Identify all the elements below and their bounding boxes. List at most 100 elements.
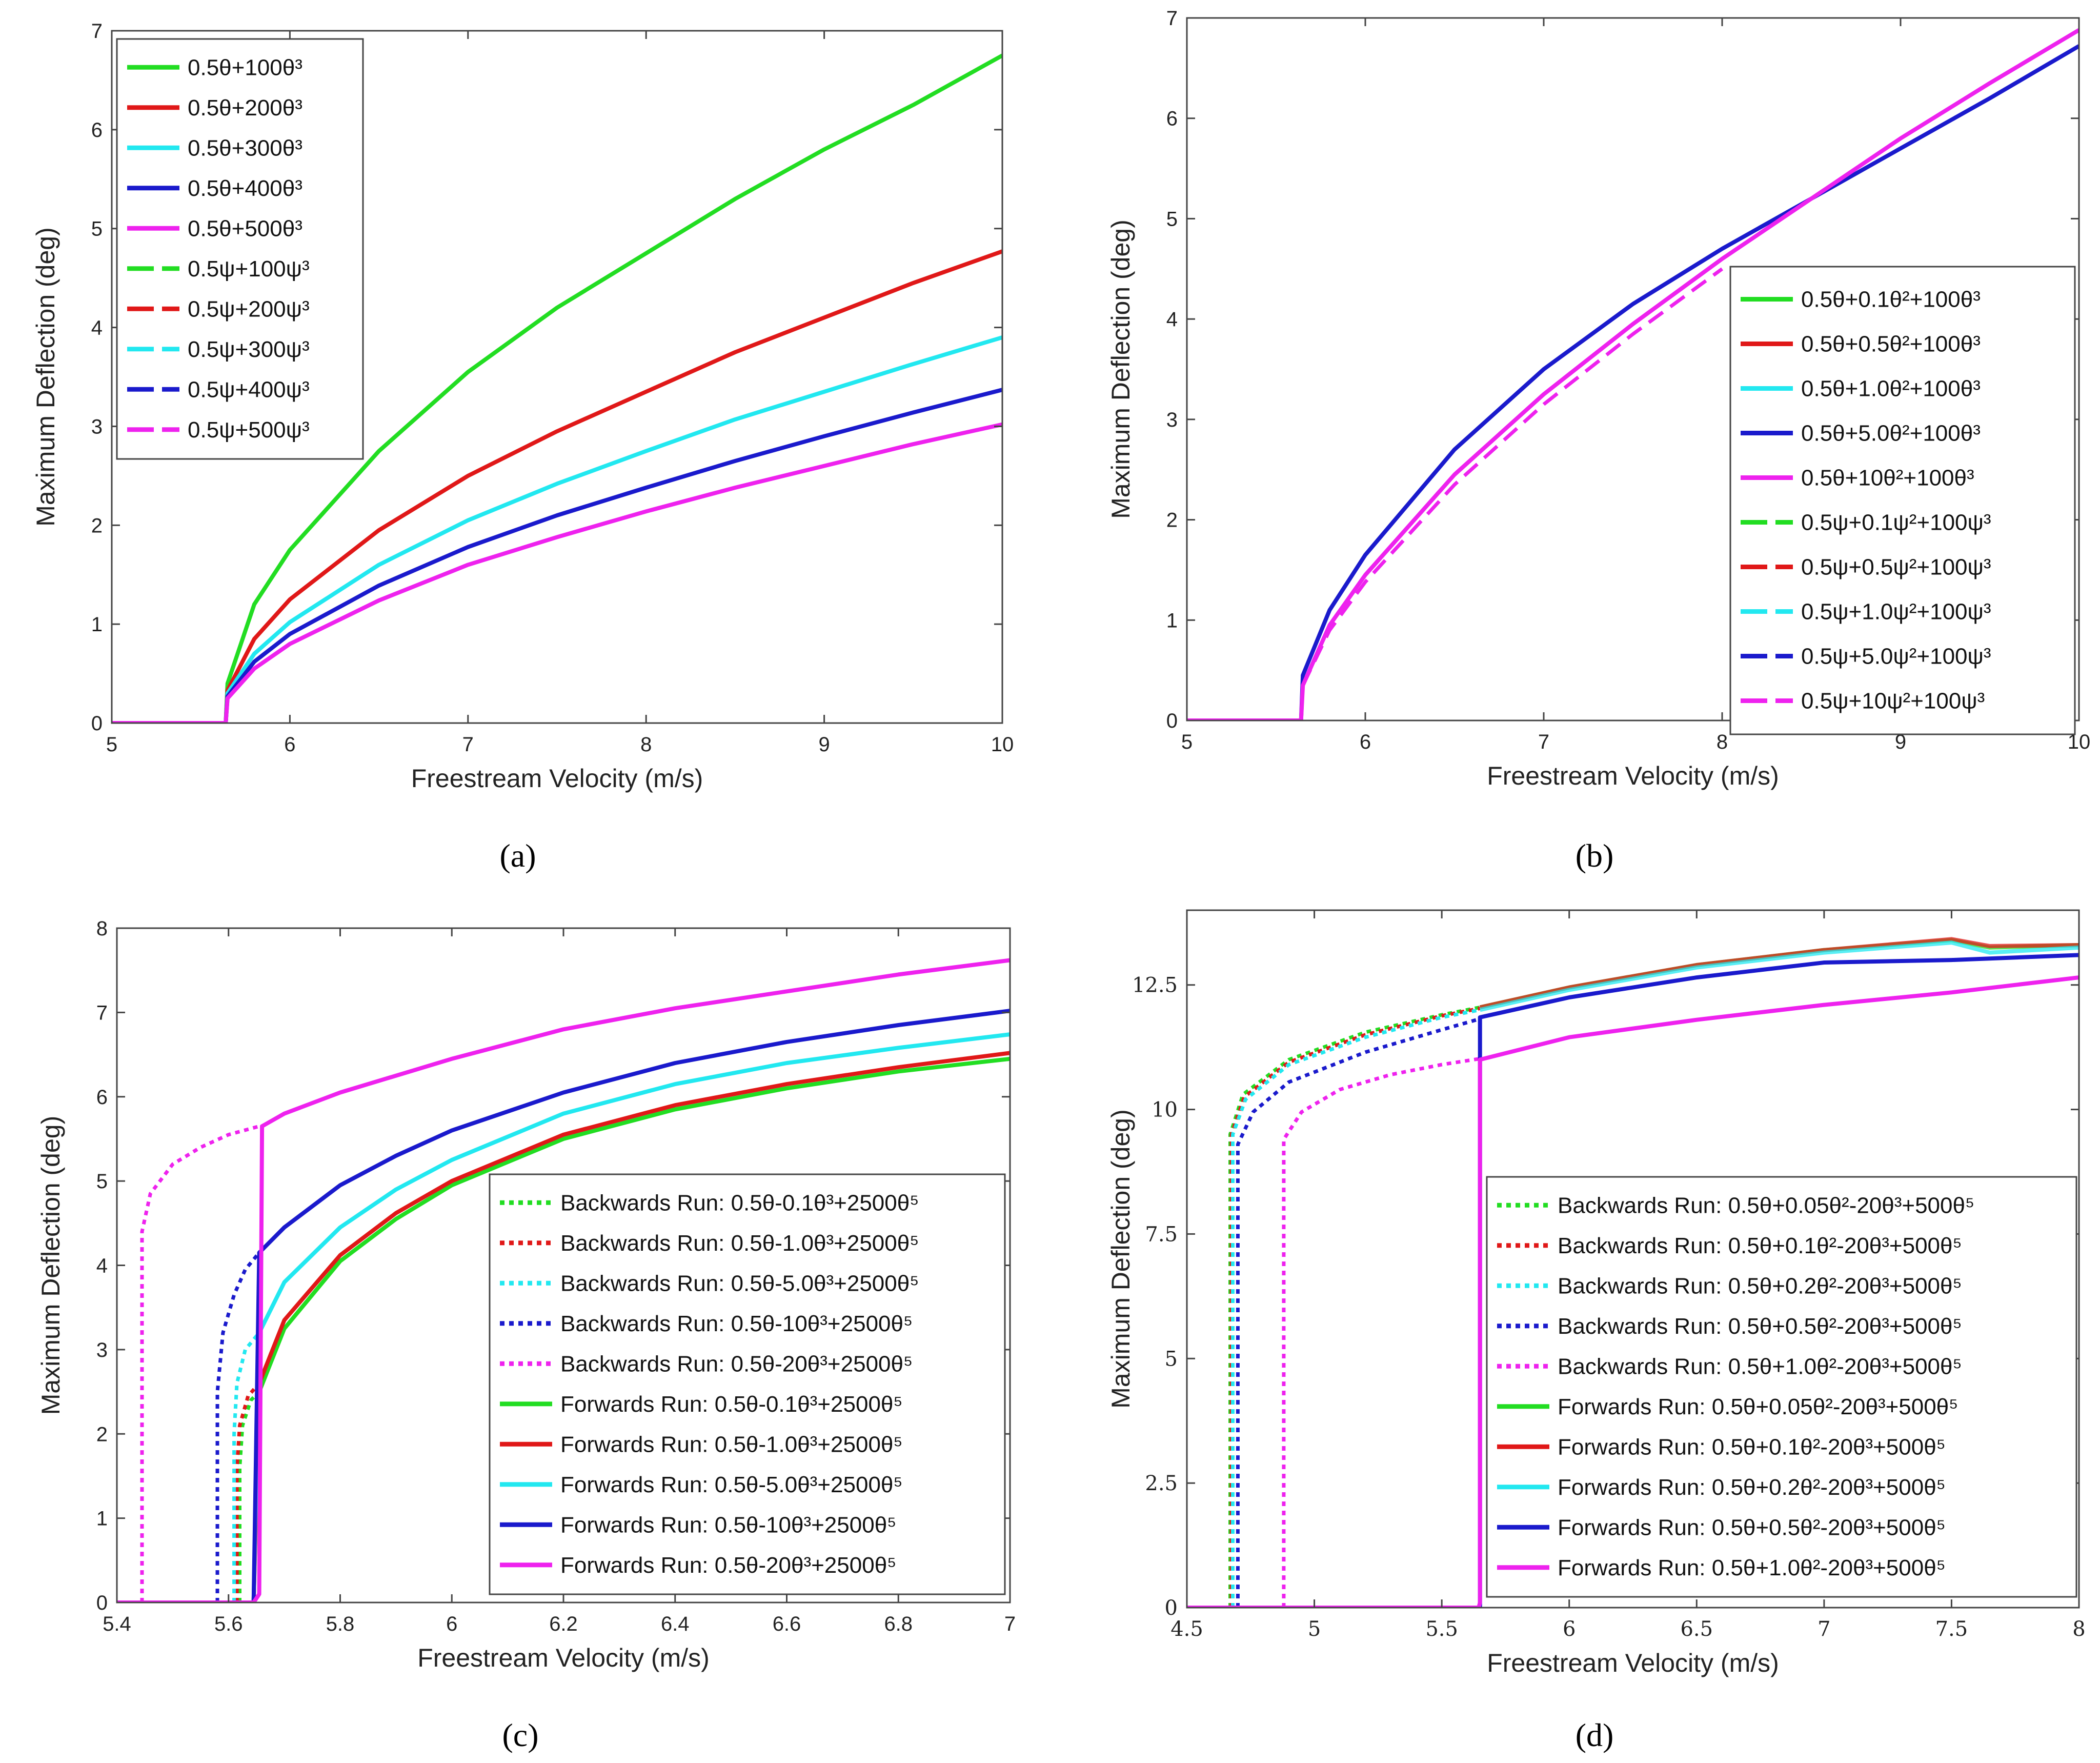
legend-entry-label: 0.5θ+100θ³ — [188, 55, 302, 80]
legend-entry-label: Backwards Run: 0.5θ-10θ³+2500θ⁵ — [560, 1311, 913, 1336]
y-tick-label: 0 — [96, 1592, 108, 1614]
panel-label: (a) — [499, 837, 536, 874]
y-tick-label: 3 — [1166, 409, 1178, 431]
y-tick-label: 5 — [1165, 1347, 1178, 1371]
x-tick-label: 7 — [462, 733, 474, 756]
series-line-5 — [112, 422, 1002, 723]
legend-entry-label: Forwards Run: 0.5θ+0.05θ²-20θ³+500θ⁵ — [1558, 1394, 1958, 1419]
panel-label: (b) — [1576, 837, 1614, 874]
legend-entry-label: 0.5θ+200θ³ — [188, 95, 302, 121]
legend-entry-label: Forwards Run: 0.5θ-0.1θ³+2500θ⁵ — [560, 1392, 903, 1417]
legend-entry-label: 0.5ψ+200ψ³ — [188, 296, 310, 322]
legend: Backwards Run: 0.5θ+0.05θ²-20θ³+500θ⁵ Bac… — [1486, 1176, 2077, 1598]
y-tick-label: 5 — [1166, 208, 1178, 230]
x-tick-label: 8 — [1717, 731, 1728, 753]
x-tick-label: 4.5 — [1170, 1617, 1203, 1641]
legend-entry-label: Backwards Run: 0.5θ-0.1θ³+2500θ⁵ — [560, 1190, 919, 1215]
y-tick-label: 1 — [1166, 609, 1178, 632]
y-tick-label: 4 — [91, 317, 103, 339]
y-tick-label: 2 — [91, 514, 103, 537]
legend-entry-label: 0.5ψ+300ψ³ — [188, 337, 310, 362]
x-tick-label: 5 — [106, 733, 117, 756]
series-line-5 — [140, 1124, 260, 1602]
legend: Backwards Run: 0.5θ-0.1θ³+2500θ⁵ Backward… — [489, 1173, 1006, 1595]
x-tick-label: 6.6 — [773, 1613, 801, 1635]
legend-entry-label: 0.5θ+10θ²+100θ³ — [1801, 466, 1974, 491]
y-tick-label: 3 — [96, 1339, 108, 1361]
legend-entry-label: Forwards Run: 0.5θ+0.1θ²-20θ³+500θ⁵ — [1558, 1434, 1946, 1459]
legend-entry-label: Backwards Run: 0.5θ+0.05θ²-20θ³+500θ⁵ — [1558, 1193, 1974, 1218]
y-tick-label: 10 — [1152, 1098, 1178, 1122]
x-tick-label: 7.5 — [1935, 1617, 1968, 1641]
series-line-9 — [1478, 953, 2079, 1608]
legend-entry-label: Forwards Run: 0.5θ-20θ³+2500θ⁵ — [560, 1553, 896, 1578]
legend-entry-label: Forwards Run: 0.5θ+1.0θ²-20θ³+500θ⁵ — [1558, 1555, 1946, 1580]
x-tick-label: 5.8 — [326, 1613, 355, 1635]
x-tick-label: 6.2 — [549, 1613, 578, 1635]
legend-entry-label: 0.5ψ+10ψ²+100ψ³ — [1801, 689, 1985, 714]
legend-entry-label: 0.5ψ+0.1ψ²+100ψ³ — [1801, 510, 1991, 535]
series-line-4 — [1236, 1017, 1481, 1608]
series-line-9 — [117, 1009, 1010, 1602]
legend-entry-label: 0.5ψ+500ψ³ — [188, 417, 310, 443]
y-tick-label: 7 — [1166, 7, 1178, 30]
y-tick-label: 7.5 — [1145, 1223, 1178, 1246]
y-tick-label: 12.5 — [1132, 974, 1178, 997]
series-line-3 — [232, 1331, 261, 1602]
legend-entry-label: Forwards Run: 0.5θ-1.0θ³+2500θ⁵ — [560, 1432, 903, 1457]
legend-box — [489, 1173, 1006, 1595]
x-tick-label: 7 — [1004, 1613, 1016, 1635]
x-tick-label: 6.8 — [884, 1613, 913, 1635]
y-tick-label: 0 — [91, 712, 103, 735]
x-tick-label: 8 — [2072, 1617, 2085, 1641]
axes-frame — [1186, 909, 2080, 1609]
legend: 0.5θ+100θ³ 0.5θ+200θ³ 0.5θ+300θ³ 0.5θ+400θ³… — [116, 38, 364, 460]
x-tick-label: 5 — [1308, 1617, 1321, 1641]
series-group — [1187, 937, 2079, 1608]
y-axis-label: Maximum Deflection (deg) — [1106, 1109, 1135, 1409]
legend-entry-label: 0.5ψ+400ψ³ — [188, 377, 310, 402]
series-line-1 — [238, 1390, 261, 1602]
x-axis-label: Freestream Velocity (m/s) — [411, 764, 703, 793]
chart-panel-c: 5.4 5.6 5.8 6 6.2 6.4 6.6 6.8 7 0 1 2 3 4 5 6 7 8 Freestre… — [36, 917, 1016, 1753]
axes-frame — [1186, 17, 2080, 722]
legend-box — [1486, 1176, 2077, 1598]
series-line-3 — [1231, 1008, 1481, 1608]
x-tick-label: 6 — [1563, 1617, 1576, 1641]
x-tick-label: 5 — [1181, 731, 1193, 753]
y-tick-label: 1 — [96, 1508, 108, 1530]
y-axis-label: Maximum Deflection (deg) — [1106, 219, 1135, 519]
legend-entry-label: 0.5ψ+100ψ³ — [188, 256, 310, 282]
y-tick-label: 2.5 — [1145, 1472, 1178, 1495]
legend-entry-label: 0.5θ+300θ³ — [188, 135, 302, 161]
x-tick-label: 5.6 — [214, 1613, 243, 1635]
series-group — [1187, 28, 2079, 720]
x-tick-label: 6 — [1360, 731, 1371, 753]
series-line-10 — [117, 958, 1010, 1602]
chart-panel-d: 4.5 5 5.5 6 6.5 7 7.5 8 0 2.5 5 7.5 10 12.5 Freestream… — [1106, 909, 2086, 1753]
legend-entry-label: Backwards Run: 0.5θ+0.5θ²-20θ³+500θ⁵ — [1558, 1314, 1962, 1339]
y-tick-label: 4 — [1166, 308, 1178, 331]
y-tick-label: 2 — [96, 1423, 108, 1446]
panel-label: (d) — [1576, 1717, 1614, 1753]
legend-entry-label: Backwards Run: 0.5θ-5.0θ³+2500θ⁵ — [560, 1271, 919, 1296]
x-axis-label: Freestream Velocity (m/s) — [417, 1644, 710, 1672]
legend-entry-label: Backwards Run: 0.5θ+0.1θ²-20θ³+500θ⁵ — [1558, 1233, 1962, 1258]
series-line-4 — [1187, 44, 2079, 720]
x-tick-label: 9 — [1895, 731, 1906, 753]
legend-entry-label: 0.5θ+5.0θ²+100θ³ — [1801, 421, 1981, 446]
x-tick-label: 6 — [446, 1613, 457, 1635]
series-group — [117, 958, 1010, 1602]
y-tick-label: 7 — [91, 20, 103, 43]
legend-entry-label: Backwards Run: 0.5θ+0.2θ²-20θ³+500θ⁵ — [1558, 1273, 1962, 1298]
x-tick-label: 7 — [1538, 731, 1549, 753]
series-line-10 — [1187, 975, 2079, 1608]
x-tick-label: 10 — [991, 733, 1014, 756]
x-tick-label: 5.4 — [103, 1613, 131, 1635]
legend-entry-label: 0.5θ+500θ³ — [188, 216, 302, 241]
legend-entry-label: Backwards Run: 0.5θ-20θ³+2500θ⁵ — [560, 1351, 913, 1376]
y-tick-label: 6 — [96, 1086, 108, 1109]
series-line-8 — [1479, 940, 2079, 1012]
y-tick-label: 7 — [96, 1001, 108, 1024]
